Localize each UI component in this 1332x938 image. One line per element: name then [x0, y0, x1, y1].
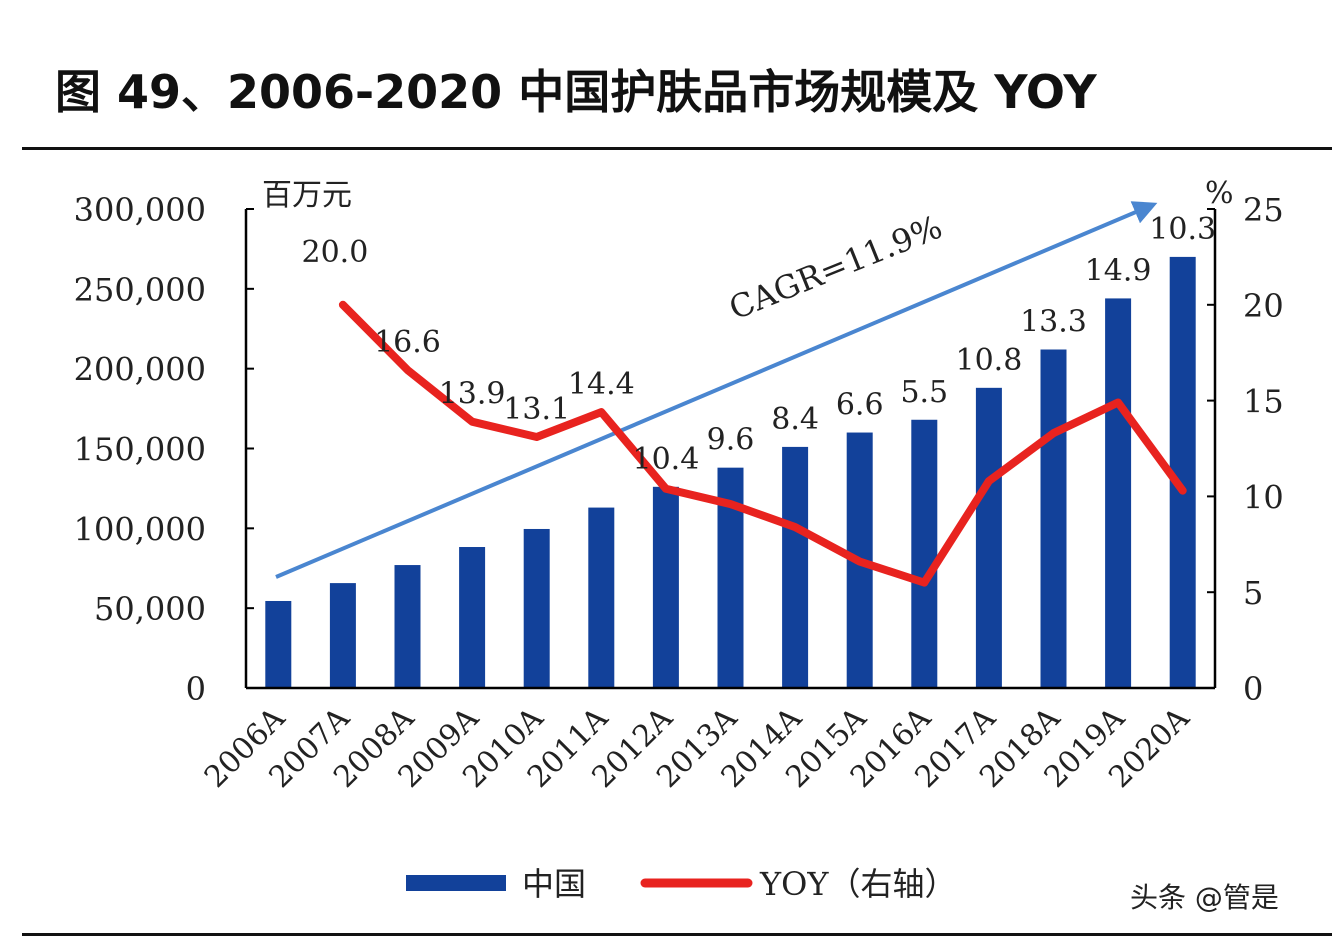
yoy-data-label: 20.0 — [302, 235, 369, 270]
right-tick-label: 10 — [1243, 478, 1284, 516]
right-tick-label: 15 — [1243, 383, 1284, 421]
legend-line-label: YOY（右轴） — [759, 865, 957, 903]
cagr-annotation: CAGR=11.9% — [724, 208, 948, 328]
bar-2011A — [588, 507, 615, 688]
bar-2012A — [652, 486, 679, 688]
yoy-line — [338, 300, 1187, 587]
right-tick-label: 20 — [1243, 287, 1284, 325]
left-tick-label: 250,000 — [74, 271, 206, 309]
yoy-data-label: 9.6 — [707, 423, 755, 458]
yoy-data-label: 6.6 — [836, 388, 884, 423]
bar-2009A — [459, 547, 486, 688]
bar-2014A — [782, 446, 809, 688]
bar-2017A — [975, 387, 1002, 688]
legend-bar-swatch — [406, 875, 506, 891]
yoy-data-label: 14.9 — [1085, 253, 1152, 288]
yoy-data-label: 16.6 — [374, 325, 441, 360]
top-rule — [22, 147, 1332, 150]
yoy-data-label: 14.4 — [568, 367, 635, 402]
left-tick-label: 300,000 — [74, 191, 206, 229]
left-tick-label: 0 — [186, 670, 206, 708]
legend-bar-label: 中国 — [522, 865, 586, 903]
left-axis-unit: 百万元 — [262, 178, 352, 213]
bar-2016A — [911, 419, 938, 688]
right-tick-label: 25 — [1243, 191, 1284, 229]
right-tick-label: 5 — [1243, 574, 1263, 612]
right-axis-unit: % — [1205, 176, 1234, 211]
bar-2008A — [394, 565, 421, 688]
bar-2007A — [329, 583, 356, 688]
yoy-data-label: 13.1 — [503, 392, 570, 427]
yoy-data-label: 13.3 — [1020, 305, 1087, 340]
bottom-rule — [22, 933, 1332, 936]
left-tick-label: 100,000 — [74, 510, 206, 548]
left-tick-label: 50,000 — [94, 590, 206, 628]
yoy-data-label: 10.3 — [1149, 212, 1216, 247]
bar-2018A — [1040, 349, 1067, 688]
yoy-data-label: 8.4 — [771, 402, 819, 437]
cagr-arrow — [275, 201, 1158, 579]
left-tick-label: 200,000 — [74, 351, 206, 389]
yoy-data-label: 10.8 — [956, 343, 1023, 378]
bar-2006A — [265, 600, 292, 688]
yoy-data-label: 5.5 — [900, 375, 948, 410]
bar-2010A — [523, 528, 550, 688]
yoy-data-label: 10.4 — [633, 442, 700, 477]
right-tick-label: 0 — [1243, 670, 1263, 708]
watermark: 头条 @管是 — [1130, 881, 1279, 914]
yoy-data-label: 13.9 — [439, 377, 506, 412]
bar-2019A — [1105, 298, 1132, 688]
chart-title: 图 49、2006-2020 中国护肤品市场规模及 YOY — [55, 65, 1097, 119]
left-tick-label: 150,000 — [74, 431, 206, 469]
